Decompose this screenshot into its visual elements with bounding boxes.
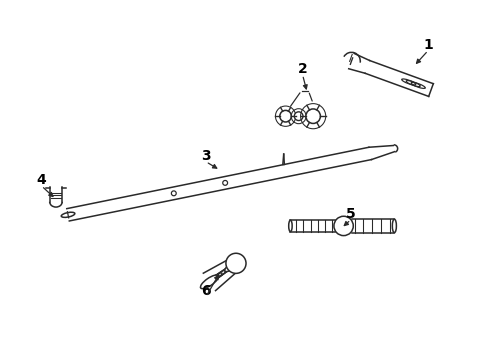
Text: 6: 6	[201, 284, 210, 298]
Text: 5: 5	[346, 207, 355, 221]
Circle shape	[225, 253, 245, 273]
Ellipse shape	[333, 216, 352, 235]
Ellipse shape	[391, 219, 396, 233]
Ellipse shape	[61, 212, 75, 217]
Circle shape	[294, 112, 303, 121]
Ellipse shape	[200, 275, 218, 289]
Text: 4: 4	[37, 173, 46, 187]
Ellipse shape	[224, 262, 237, 271]
Text: 1: 1	[423, 38, 432, 51]
Ellipse shape	[288, 220, 291, 232]
Circle shape	[279, 111, 291, 122]
Text: 3: 3	[201, 149, 210, 163]
Circle shape	[223, 180, 227, 185]
Circle shape	[305, 109, 320, 123]
Circle shape	[171, 191, 176, 196]
Text: 2: 2	[297, 62, 307, 76]
